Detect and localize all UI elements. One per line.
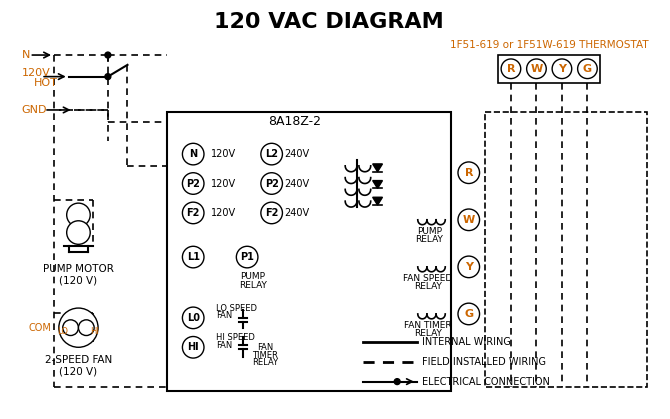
Circle shape [182,202,204,224]
Circle shape [458,162,480,184]
Circle shape [63,320,78,336]
Text: N: N [21,50,30,60]
Text: FAN SPEED: FAN SPEED [403,274,452,283]
Text: G: G [583,64,592,74]
Text: LO SPEED: LO SPEED [216,303,257,313]
Text: FAN: FAN [216,341,232,350]
Text: HOT: HOT [34,78,58,88]
Text: L1: L1 [187,252,200,262]
Circle shape [105,52,111,58]
Circle shape [105,74,111,80]
Text: FAN: FAN [216,311,232,321]
Text: F2: F2 [265,208,278,218]
Text: 120V: 120V [21,68,50,78]
Text: RELAY: RELAY [239,281,267,290]
Text: N: N [189,149,197,159]
Text: W: W [463,215,475,225]
Text: LO: LO [57,327,68,336]
Text: ELECTRICAL CONNECTION: ELECTRICAL CONNECTION [421,377,549,387]
Circle shape [182,246,204,268]
Text: R: R [507,64,515,74]
Text: PUMP: PUMP [241,272,265,281]
Text: G: G [464,309,473,319]
Circle shape [237,246,258,268]
Text: RELAY: RELAY [413,329,442,338]
Text: P2: P2 [186,178,200,189]
Text: Y: Y [465,262,473,272]
Polygon shape [373,197,383,205]
Text: L0: L0 [187,313,200,323]
Circle shape [458,209,480,230]
Text: P2: P2 [265,178,279,189]
Text: 8A18Z-2: 8A18Z-2 [268,115,321,128]
Text: PUMP MOTOR
(120 V): PUMP MOTOR (120 V) [43,264,114,285]
Text: 120V: 120V [211,208,236,218]
Text: F2: F2 [186,208,200,218]
Polygon shape [373,164,383,172]
Text: 1F51-619 or 1F51W-619 THERMOSTAT: 1F51-619 or 1F51W-619 THERMOSTAT [450,40,649,50]
Circle shape [182,143,204,165]
Text: P1: P1 [241,252,254,262]
Circle shape [182,336,204,358]
Circle shape [67,203,90,227]
Circle shape [67,221,90,244]
Circle shape [458,303,480,325]
Circle shape [501,59,521,79]
Text: 120V: 120V [211,178,236,189]
Circle shape [182,307,204,328]
Text: RELAY: RELAY [413,282,442,291]
Text: PUMP: PUMP [417,227,442,236]
Text: HI SPEED: HI SPEED [216,333,255,342]
Text: RELAY: RELAY [415,235,444,244]
Circle shape [261,202,283,224]
Circle shape [182,173,204,194]
Text: INTERNAL WIRING: INTERNAL WIRING [421,337,511,347]
Circle shape [527,59,546,79]
Text: 240V: 240V [284,208,310,218]
Text: HI: HI [90,327,98,336]
Text: COM: COM [28,323,51,333]
Text: 120 VAC DIAGRAM: 120 VAC DIAGRAM [214,12,444,32]
Circle shape [78,320,94,336]
Text: Y: Y [558,64,566,74]
Text: RELAY: RELAY [252,359,278,367]
Circle shape [261,143,283,165]
Text: GND: GND [21,105,47,115]
Text: 240V: 240V [284,178,310,189]
Circle shape [458,256,480,278]
Text: TIMER: TIMER [252,351,278,360]
Circle shape [578,59,597,79]
Text: R: R [464,168,473,178]
Text: FAN: FAN [257,343,273,352]
Text: FIELD INSTALLED WIRING: FIELD INSTALLED WIRING [421,357,545,367]
Text: HI: HI [188,342,199,352]
Circle shape [552,59,572,79]
Text: 240V: 240V [284,149,310,159]
Text: 2-SPEED FAN
(120 V): 2-SPEED FAN (120 V) [45,355,112,377]
Text: 120V: 120V [211,149,236,159]
Circle shape [261,173,283,194]
Text: W: W [531,64,543,74]
Circle shape [59,308,98,347]
Circle shape [394,379,400,385]
Text: L2: L2 [265,149,278,159]
Text: FAN TIMER: FAN TIMER [404,321,452,330]
Polygon shape [373,181,383,189]
